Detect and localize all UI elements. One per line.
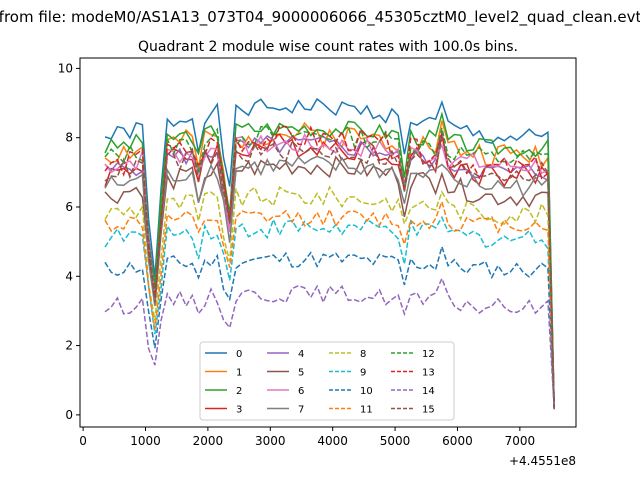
series-line-10 bbox=[104, 244, 555, 410]
series-line-9 bbox=[104, 215, 555, 409]
legend-label-7: 7 bbox=[298, 405, 304, 416]
x-tick-label: 3000 bbox=[255, 434, 286, 448]
x-tick-label: 7000 bbox=[505, 434, 536, 448]
legend-label-4: 4 bbox=[298, 349, 304, 360]
series-line-0 bbox=[104, 97, 555, 407]
x-tick-label: 5000 bbox=[380, 434, 411, 448]
x-tick-label: 6000 bbox=[442, 434, 473, 448]
series-line-8 bbox=[104, 185, 555, 409]
y-tick-label: 8 bbox=[65, 131, 73, 145]
y-tick-label: 0 bbox=[65, 408, 73, 422]
series-line-15 bbox=[104, 135, 555, 410]
y-tick-label: 4 bbox=[65, 269, 73, 283]
legend-label-11: 11 bbox=[360, 405, 373, 416]
series-line-12 bbox=[104, 124, 555, 408]
figure-suptitle: from file: modeM0/AS1A13_073T04_90000060… bbox=[0, 8, 640, 27]
legend-label-10: 10 bbox=[360, 386, 373, 397]
legend-label-9: 9 bbox=[360, 368, 366, 379]
legend-label-14: 14 bbox=[422, 386, 435, 397]
series-line-7 bbox=[104, 155, 555, 408]
legend-label-13: 13 bbox=[422, 368, 435, 379]
legend-label-15: 15 bbox=[422, 405, 435, 416]
legend-label-2: 2 bbox=[236, 386, 242, 397]
chart-title: Quadrant 2 module wise count rates with … bbox=[138, 39, 518, 55]
series-layer bbox=[104, 97, 555, 410]
series-line-13 bbox=[104, 125, 555, 409]
x-tick-label: 4000 bbox=[317, 434, 348, 448]
series-line-6 bbox=[104, 132, 555, 408]
legend-label-0: 0 bbox=[236, 349, 242, 360]
y-tick-label: 10 bbox=[58, 61, 73, 75]
x-tick-label: 1000 bbox=[130, 434, 161, 448]
y-tick-label: 6 bbox=[65, 200, 73, 214]
series-line-14 bbox=[104, 276, 555, 409]
legend-label-3: 3 bbox=[236, 405, 242, 416]
legend-label-8: 8 bbox=[360, 349, 366, 360]
x-tick-label: 0 bbox=[79, 434, 87, 448]
series-line-11 bbox=[104, 199, 555, 407]
legend-label-6: 6 bbox=[298, 386, 304, 397]
x-tick-label: 2000 bbox=[193, 434, 224, 448]
legend-frame bbox=[199, 341, 455, 421]
legend-label-1: 1 bbox=[236, 368, 242, 379]
legend-label-12: 12 bbox=[422, 349, 435, 360]
legend-label-5: 5 bbox=[298, 368, 304, 379]
y-tick-label: 2 bbox=[65, 339, 73, 353]
x-offset-label: +4.4551e8 bbox=[509, 454, 576, 468]
